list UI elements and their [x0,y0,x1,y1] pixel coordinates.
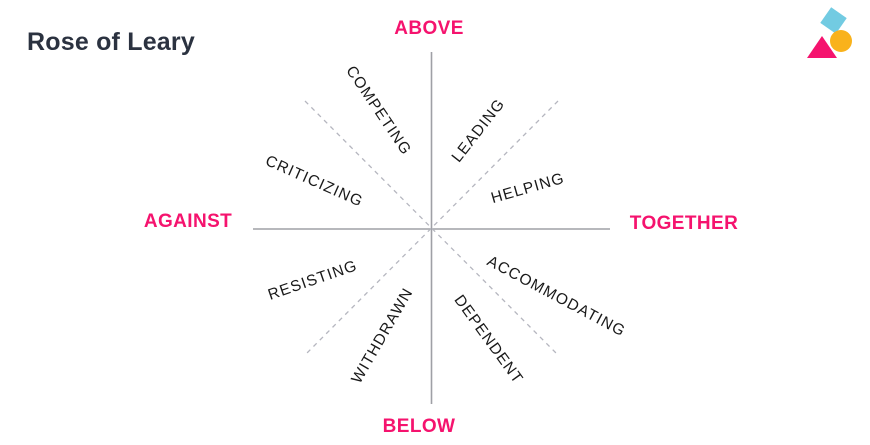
page-title: Rose of Leary [27,28,195,56]
axis-label-below: BELOW [382,416,456,437]
axis-label-against: AGAINST [143,211,233,232]
axis-label-above: ABOVE [394,18,464,39]
diagonal-dashed-line-2 [304,100,559,356]
logo-triangle-icon [807,36,837,58]
axis-label-together: TOGETHER [629,213,739,234]
diagonal-dashed-line-1 [304,100,559,356]
logo [806,7,860,58]
logo-circle-icon [830,30,852,52]
